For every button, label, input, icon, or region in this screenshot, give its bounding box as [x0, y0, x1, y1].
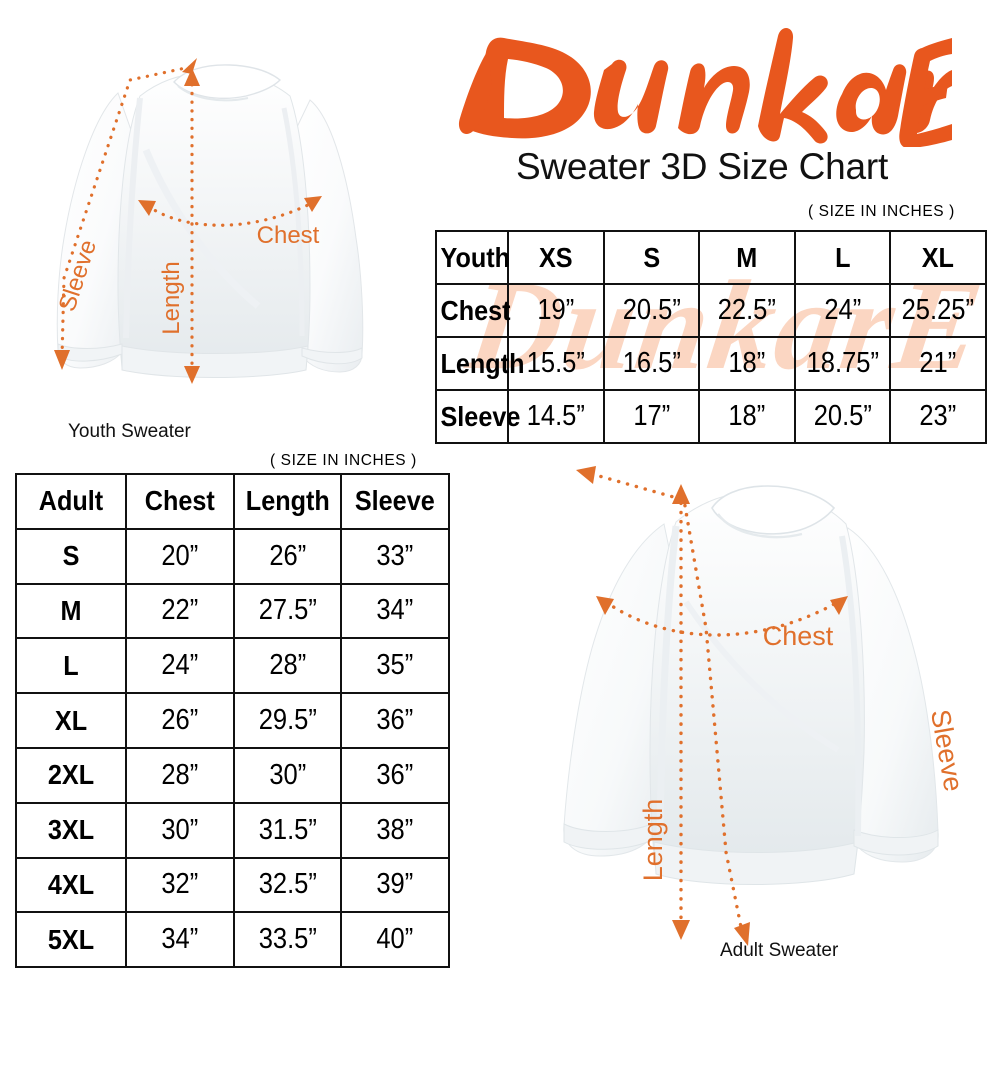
youth-length-xs: 15.5”	[512, 336, 599, 391]
adult-size-unit-note: ( SIZE IN INCHES )	[270, 452, 417, 469]
youth-garment-shape	[56, 64, 364, 378]
youth-col-m: M	[703, 230, 791, 285]
adult-col-size: Adult	[20, 473, 122, 530]
adult-sleeve-4xl: 39”	[346, 856, 444, 914]
youth-sleeve-xs: 14.5”	[512, 389, 599, 444]
youth-chest-label: Chest	[257, 222, 320, 249]
adult-garment-shape	[563, 485, 939, 885]
adult-length-s: 26”	[239, 527, 336, 585]
adult-size-xl: XL	[20, 692, 122, 749]
adult-measurement-arrowheads	[576, 466, 848, 946]
youth-length-m: 18”	[704, 336, 790, 391]
table-row: L 24” 28” 35”	[16, 637, 449, 695]
adult-size-4xl: 4XL	[20, 856, 122, 914]
youth-chest-s: 20.5”	[608, 283, 695, 338]
adult-sleeve-m: 34”	[346, 582, 444, 640]
youth-col-l: L	[798, 230, 887, 285]
table-row: 3XL 30” 31.5” 38”	[16, 801, 449, 859]
adult-size-s: S	[20, 527, 122, 585]
youth-chest-xs: 19”	[512, 283, 599, 338]
adult-sleeve-l: 35”	[346, 637, 444, 695]
youth-chest-m: 22.5”	[704, 283, 790, 338]
adult-length-4xl: 32.5”	[239, 856, 336, 914]
table-row-header: Adult Chest Length Sleeve	[16, 473, 449, 530]
youth-measurement-arrowheads	[54, 58, 322, 384]
table-row: Chest 19” 20.5” 22.5” 24” 25.25”	[436, 283, 986, 338]
youth-row-label-chest: Chest	[438, 283, 511, 338]
youth-col-xl: XL	[894, 230, 983, 285]
youth-row-label-sleeve: Sleeve	[438, 389, 520, 444]
youth-length-label: Length	[158, 261, 185, 334]
youth-sleeve-m: 18”	[704, 389, 790, 444]
youth-measurement-lines	[60, 65, 312, 376]
youth-length-xl: 21”	[895, 336, 982, 391]
youth-size-unit-note: ( SIZE IN INCHES )	[808, 203, 955, 220]
youth-sleeve-s: 17”	[608, 389, 695, 444]
adult-chest-xl: 26”	[131, 692, 229, 749]
table-row: S 20” 26” 33”	[16, 527, 449, 585]
adult-chest-m: 22”	[131, 582, 229, 640]
table-row: Length 15.5” 16.5” 18” 18.75” 21”	[436, 336, 986, 391]
adult-sleeve-5xl: 40”	[346, 911, 444, 969]
adult-length-2xl: 30”	[239, 746, 336, 804]
youth-row-label-length: Length	[438, 336, 524, 391]
table-row: 2XL 28” 30” 36”	[16, 746, 449, 804]
adult-length-xl: 29.5”	[239, 692, 336, 749]
youth-col-s: S	[607, 230, 696, 285]
adult-sleeve-s: 33”	[346, 527, 444, 585]
adult-col-sleeve: Sleeve	[345, 473, 445, 530]
adult-size-2xl: 2XL	[20, 746, 122, 804]
brand-logo	[452, 22, 952, 147]
adult-chest-l: 24”	[131, 637, 229, 695]
adult-length-5xl: 33.5”	[239, 911, 336, 969]
table-row: XL 26” 29.5” 36”	[16, 692, 449, 749]
youth-size-table: Youth XS S M L XL Chest 19” 20.5” 22.5” …	[435, 230, 987, 444]
adult-chest-label: Chest	[763, 621, 834, 651]
adult-col-chest: Chest	[130, 473, 230, 530]
adult-size-m: M	[20, 582, 122, 640]
adult-sleeve-2xl: 36”	[346, 746, 444, 804]
table-row: M 22” 27.5” 34”	[16, 582, 449, 640]
adult-sleeve-xl: 36”	[346, 692, 444, 749]
table-row: Sleeve 14.5” 17” 18” 20.5” 23”	[436, 389, 986, 444]
adult-size-3xl: 3XL	[20, 801, 122, 859]
youth-sleeve-xl: 23”	[895, 389, 982, 444]
adult-sweater-illustration: Chest Length Sleeve	[556, 452, 996, 952]
youth-size-table-wrapper: Youth XS S M L XL Chest 19” 20.5” 22.5” …	[435, 230, 987, 444]
adult-sweater-caption: Adult Sweater	[720, 940, 839, 961]
adult-length-3xl: 31.5”	[239, 801, 336, 859]
adult-size-l: L	[20, 637, 122, 695]
youth-corner-label: Youth	[438, 230, 510, 285]
adult-length-label: Length	[638, 799, 668, 882]
adult-chest-4xl: 32”	[131, 856, 229, 914]
youth-sweater-caption: Youth Sweater	[68, 421, 191, 442]
adult-size-table: Adult Chest Length Sleeve S 20” 26” 33” M 22”…	[15, 473, 450, 969]
youth-length-s: 16.5”	[608, 336, 695, 391]
youth-chest-xl: 25.25”	[895, 283, 982, 338]
youth-sweater-illustration: Chest Length Sleeve	[22, 38, 422, 413]
page-title: Sweater 3D Size Chart	[515, 146, 889, 187]
adult-size-5xl: 5XL	[20, 911, 122, 969]
adult-chest-s: 20”	[131, 527, 229, 585]
adult-length-m: 27.5”	[239, 582, 336, 640]
table-row: 4XL 32” 32.5” 39”	[16, 856, 449, 914]
youth-length-l: 18.75”	[799, 336, 886, 391]
adult-sleeve-3xl: 38”	[346, 801, 444, 859]
youth-chest-l: 24”	[799, 283, 886, 338]
adult-chest-3xl: 30”	[131, 801, 229, 859]
youth-col-xs: XS	[511, 230, 600, 285]
table-row: 5XL 34” 33.5” 40”	[16, 911, 449, 969]
adult-chest-5xl: 34”	[131, 911, 229, 969]
adult-length-l: 28”	[239, 637, 336, 695]
table-row-header: Youth XS S M L XL	[436, 230, 986, 285]
adult-size-table-wrapper: Adult Chest Length Sleeve S 20” 26” 33” M 22”…	[15, 473, 450, 969]
adult-col-length: Length	[238, 473, 337, 530]
youth-sleeve-l: 20.5”	[799, 389, 886, 444]
adult-measurement-lines	[590, 472, 840, 934]
adult-chest-2xl: 28”	[131, 746, 229, 804]
